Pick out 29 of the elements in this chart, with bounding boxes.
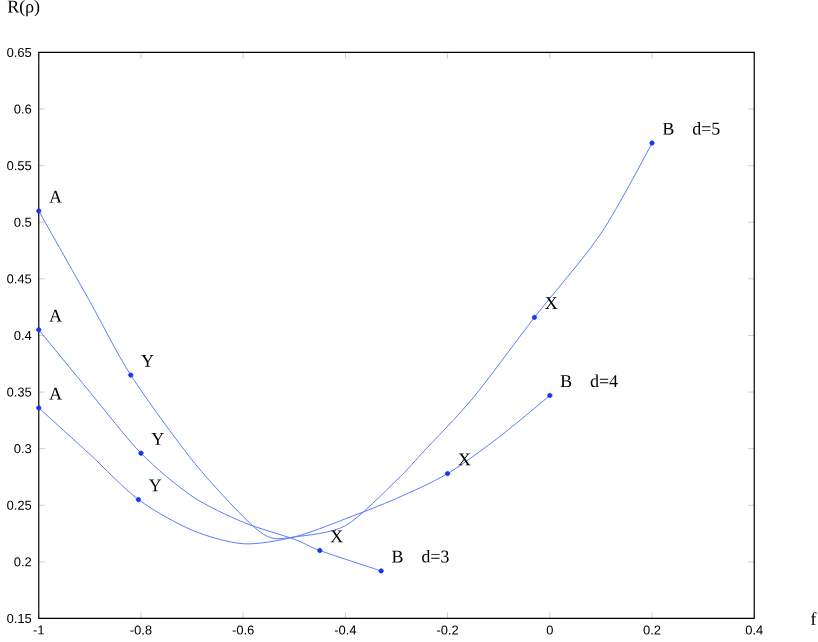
point [135,496,141,502]
annotation: A [49,387,62,400]
point [317,547,323,553]
point [36,208,42,214]
annotation: Y [141,354,154,367]
point [445,470,451,476]
point [649,140,655,146]
text: d=5 [692,121,720,135]
y-axis-title: R(ρ) [7,0,40,16]
point [531,314,538,320]
annotation: Y [148,479,162,492]
annotation: Y [151,432,164,445]
text: d=3 [422,549,449,563]
annotation: X [545,297,558,309]
annotation: B [392,550,403,563]
x-axis-title: f [810,611,817,625]
text: d=4 [590,374,618,387]
point [378,568,384,574]
point [128,372,134,378]
annotation: B [662,122,674,135]
annotation: X [330,530,343,542]
annotation: A [49,309,62,322]
point [36,405,42,411]
annotation: A [49,190,62,203]
annotation: B [560,375,572,387]
annotation: X [458,453,471,466]
point [547,392,553,398]
point [138,450,144,456]
point [36,327,42,333]
